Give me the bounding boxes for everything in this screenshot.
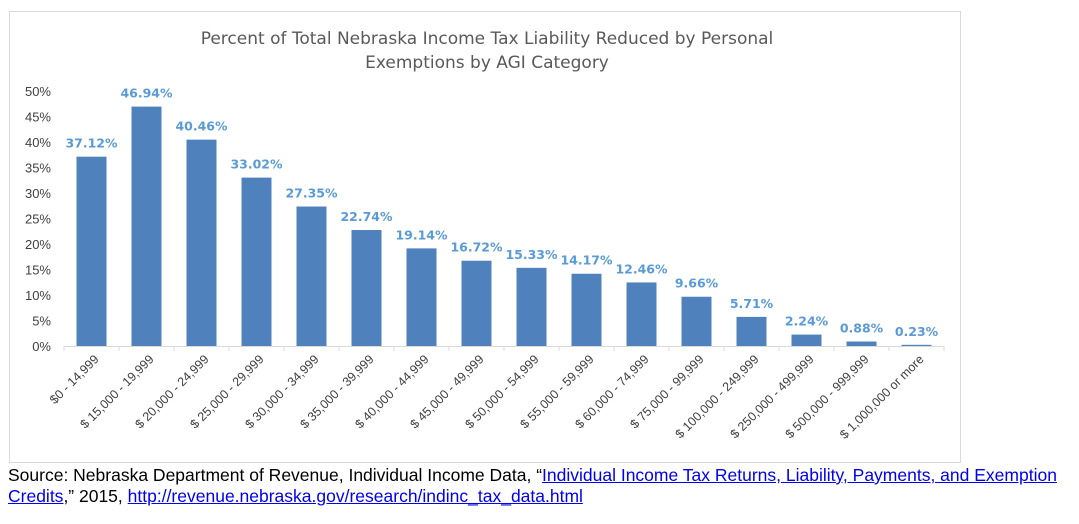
data-labels: 37.12% 46.94% 40.46% 33.02%27.35%22.74%19.1… — [65, 86, 938, 339]
bar — [571, 273, 602, 346]
bar-data-label: 40.46% — [175, 119, 228, 134]
bar-data-label: 33.02% — [230, 157, 283, 172]
y-axis: 0% 5% 10% 15% 20% 25% 30% 35% 40% 45% 50% — [25, 84, 51, 354]
x-category-label: $0 - 14,999 — [47, 352, 102, 407]
bar-data-label: 16.72% — [450, 240, 503, 255]
source-report-link[interactable]: Individual Income Tax Returns, Liability… — [8, 465, 1057, 506]
y-tick-label: 20% — [25, 237, 51, 252]
chart-title-line-1: Percent of Total Nebraska Income Tax Lia… — [201, 29, 774, 49]
y-tick-label: 15% — [25, 263, 51, 278]
chart-title-line-2: Exemptions by AGI Category — [365, 53, 609, 73]
bar-data-label: 15.33% — [505, 247, 558, 262]
chart-frame: Percent of Total Nebraska Income Tax Lia… — [9, 11, 961, 463]
bar-data-label: 46.94% — [120, 86, 173, 101]
bar — [296, 206, 327, 346]
bar — [846, 341, 877, 346]
bar-data-label: 5.71% — [730, 296, 774, 311]
bar — [626, 282, 657, 346]
y-tick-label: 50% — [25, 84, 51, 99]
y-tick-label: 10% — [25, 288, 51, 303]
y-tick-label: 35% — [25, 161, 51, 176]
source-prefix: Source: Nebraska Department of Revenue, … — [8, 465, 543, 485]
bar — [76, 156, 107, 346]
y-tick-label: 25% — [25, 212, 51, 227]
y-tick-label: 45% — [25, 110, 51, 125]
y-tick-label: 30% — [25, 186, 51, 201]
bar — [901, 344, 932, 346]
y-tick-label: 5% — [32, 314, 51, 329]
bar-data-label: 14.17% — [560, 253, 613, 268]
bar — [736, 316, 767, 346]
y-tick-label: 40% — [25, 135, 51, 150]
source-middle: ,” 2015, — [63, 486, 128, 506]
bar — [516, 267, 547, 346]
bar-data-label: 0.23% — [895, 324, 939, 339]
bar — [791, 334, 822, 346]
source-note: Source: Nebraska Department of Revenue, … — [8, 465, 1076, 507]
bar-data-label: 12.46% — [615, 261, 668, 276]
bar-data-label: 19.14% — [395, 227, 448, 242]
bar-data-label: 2.24% — [785, 314, 829, 329]
bar-data-label: 37.12% — [65, 136, 118, 151]
bar-data-label: 27.35% — [285, 186, 338, 201]
bar — [461, 260, 492, 346]
x-axis: $0 - 14,999$ 15,000 - 19,999$ 20,000 - 2… — [47, 346, 945, 442]
bar-data-label: 9.66% — [675, 276, 719, 291]
bar-series — [76, 106, 932, 346]
bar-data-label: 22.74% — [340, 209, 393, 224]
bar-data-label: 0.88% — [840, 321, 884, 336]
bar — [681, 296, 712, 346]
bar — [241, 177, 272, 346]
y-tick-label: 0% — [32, 339, 51, 354]
bar-chart: Percent of Total Nebraska Income Tax Lia… — [25, 29, 945, 442]
source-url-link[interactable]: http://revenue.nebraska.gov/research/ind… — [127, 486, 583, 506]
bar — [131, 106, 162, 346]
bar — [186, 139, 217, 346]
bar — [351, 230, 382, 346]
bar — [406, 248, 437, 346]
